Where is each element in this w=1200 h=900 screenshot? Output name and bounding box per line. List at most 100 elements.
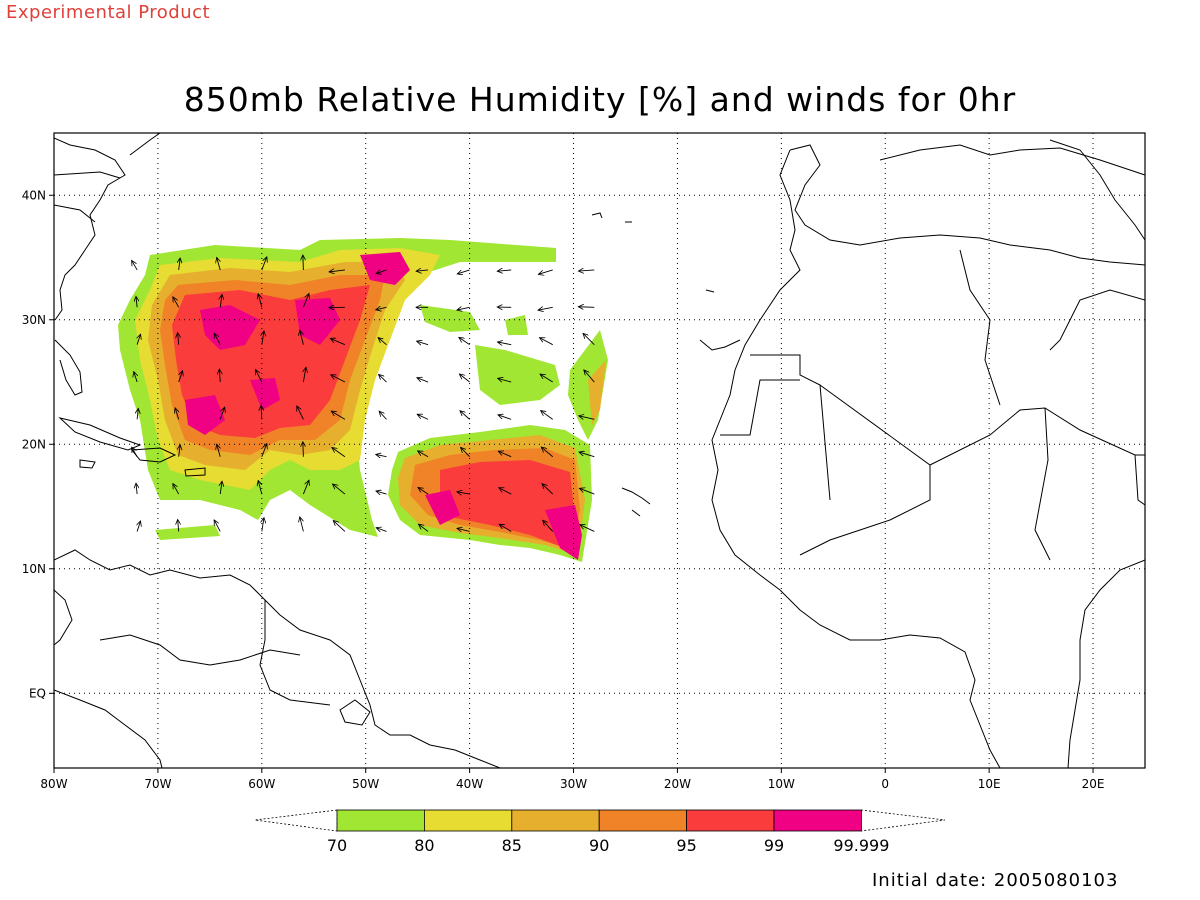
humidity-field [118,238,608,562]
colorbar-label: 90 [589,836,609,855]
wind-arrow [179,445,180,457]
wind-arrow [579,416,595,420]
colorbar-label: 85 [502,836,522,855]
wind-arrow [214,333,221,345]
wind-arrow [578,307,595,308]
lon-tick-label: 70W [144,777,171,791]
wind-arrow [332,448,346,458]
wind-arrow [303,442,304,457]
lon-tick-label: 10E [978,777,1001,791]
colorbar-low-triangle [254,809,338,832]
colorbar-label: 99.999 [833,836,889,855]
wind-arrow [329,270,345,272]
wind-arrow [538,307,553,310]
wind-arrow [255,370,263,383]
wind-arrow [418,488,429,495]
wind-arrow [261,405,262,420]
lat-tick-label: 30N [22,313,46,327]
colorbar-label: 70 [327,836,347,855]
wind-arrow [460,411,470,420]
wind-arrow [379,374,387,383]
wind-arrow [261,444,267,457]
wind-arrow [331,411,346,420]
lon-tick-label: 50W [352,777,379,791]
wind-arrow [300,517,304,532]
wind-arrow [261,257,267,271]
wind-arrow [497,342,512,345]
wind-arrow [132,447,138,457]
wind-arrow [137,408,138,420]
wind-arrow [418,451,429,458]
lat-tick-label: 20N [22,437,46,451]
wind-arrow [541,411,554,420]
wind-arrow [539,338,553,346]
wind-arrow [540,374,553,383]
wind-arrow [178,371,183,383]
wind-arrow [331,375,346,383]
wind-arrow [459,337,470,346]
colorbar-swatch [598,809,688,832]
wind-arrow [416,270,429,271]
lat-tick-label: 10N [22,562,46,576]
colorbar-swatch [423,809,513,832]
latitude-axis: 40N 30N 20N 10N EQ [22,188,54,700]
wind-arrow [542,484,554,495]
wind-arrow [175,408,179,420]
wind-arrow [258,294,263,308]
wind-arrow [262,518,264,532]
wind-arrow [330,338,346,346]
initial-date: Initial date: 2005080103 [872,870,1119,891]
wind-arrow [543,520,554,532]
map-title: 850mb Relative Humidity [%] and winds fo… [183,80,1017,119]
coastlines [54,133,1145,768]
wind-arrow [376,454,387,456]
wind-arrow [219,407,224,420]
wind-arrow [499,524,512,532]
colorbar-label: 95 [676,836,696,855]
wind-arrow [497,270,512,271]
lon-tick-label: 0 [881,777,889,791]
wind-arrow [457,528,470,531]
wind-arrow [457,269,470,274]
wind-arrow [579,452,595,458]
lon-tick-label: 30W [560,777,587,791]
wind-arrow [417,378,429,383]
wind-arrow [173,297,180,308]
wind-arrow [580,525,595,532]
wind-arrow [418,524,429,532]
wind-arrow [217,257,221,271]
wind-arrow [137,334,140,345]
wind-arrow [178,333,179,345]
wind-arrow [376,270,387,274]
lon-tick-label: 60W [248,777,275,791]
wind-arrow [220,481,222,495]
map-frame [53,132,1146,769]
wind-arrow [541,447,554,458]
wind-arrow [498,451,512,458]
lon-tick-label: 10W [768,777,795,791]
lat-tick-label: 40N [22,188,46,202]
wind-arrow [217,444,221,457]
wind-arrow [297,406,304,420]
wind-arrow [300,330,304,345]
wind-arrow [258,481,263,495]
wind-arrow [302,480,309,495]
wind-arrow [136,483,137,495]
wind-arrow [376,528,387,532]
wind-arrow [584,370,595,383]
experimental-product-tag: Experimental Product [6,2,211,23]
lat-tick-label: EQ [29,686,46,700]
wind-arrow [134,372,137,383]
wind-arrow [417,414,429,420]
wind-arrow [303,255,304,270]
lon-tick-label: 40W [456,777,483,791]
colorbar: 70 80 85 90 95 99 99.999 [254,809,946,855]
wind-arrow [179,258,180,271]
wind-arrow [579,488,595,495]
wind-arrow [173,484,180,495]
wind-arrow [457,307,470,310]
wind-arrow [378,338,387,346]
colorbar-label: 99 [764,836,784,855]
wind-arrow [578,270,595,271]
longitude-axis: 80W 70W 60W 50W 40W 30W 20W 10W 0 10E 20E [40,768,1104,791]
